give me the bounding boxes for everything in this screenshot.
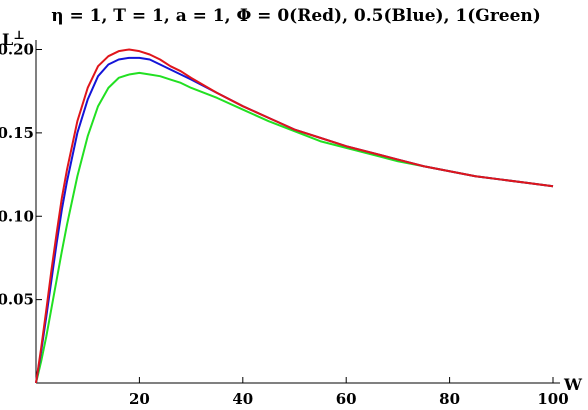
series-layer xyxy=(35,48,554,384)
chart-title: η = 1, T = 1, a = 1, Φ = 0(Red), 0.5(Blu… xyxy=(51,6,541,26)
series-line-0 xyxy=(35,48,554,384)
ticks: 20 40 60 80 100 0.05 0.10 0.15 0.20 xyxy=(0,41,569,408)
x-axis-label: W xyxy=(563,375,583,394)
series-line-1 xyxy=(35,56,554,384)
x-tick-label-100: 100 xyxy=(537,390,568,408)
x-tick-label-60: 60 xyxy=(336,390,357,408)
y-axis-label-text: L xyxy=(2,30,13,49)
y-tick-label-0.1: 0.10 xyxy=(0,207,34,225)
svg-text:L⊥: L⊥ xyxy=(2,28,25,49)
x-tick-label-40: 40 xyxy=(232,390,253,408)
x-tick-label-80: 80 xyxy=(439,390,460,408)
x-tick-label-20: 20 xyxy=(129,390,150,408)
y-tick-label-0.05: 0.05 xyxy=(0,291,34,309)
y-tick-label-0.2: 0.20 xyxy=(0,41,34,59)
y-tick-label-0.15: 0.15 xyxy=(0,124,34,142)
series-line-2 xyxy=(35,71,554,384)
y-axis-label-superscript: ⊥ xyxy=(13,28,25,42)
y-axis-label: L⊥ xyxy=(2,28,25,49)
